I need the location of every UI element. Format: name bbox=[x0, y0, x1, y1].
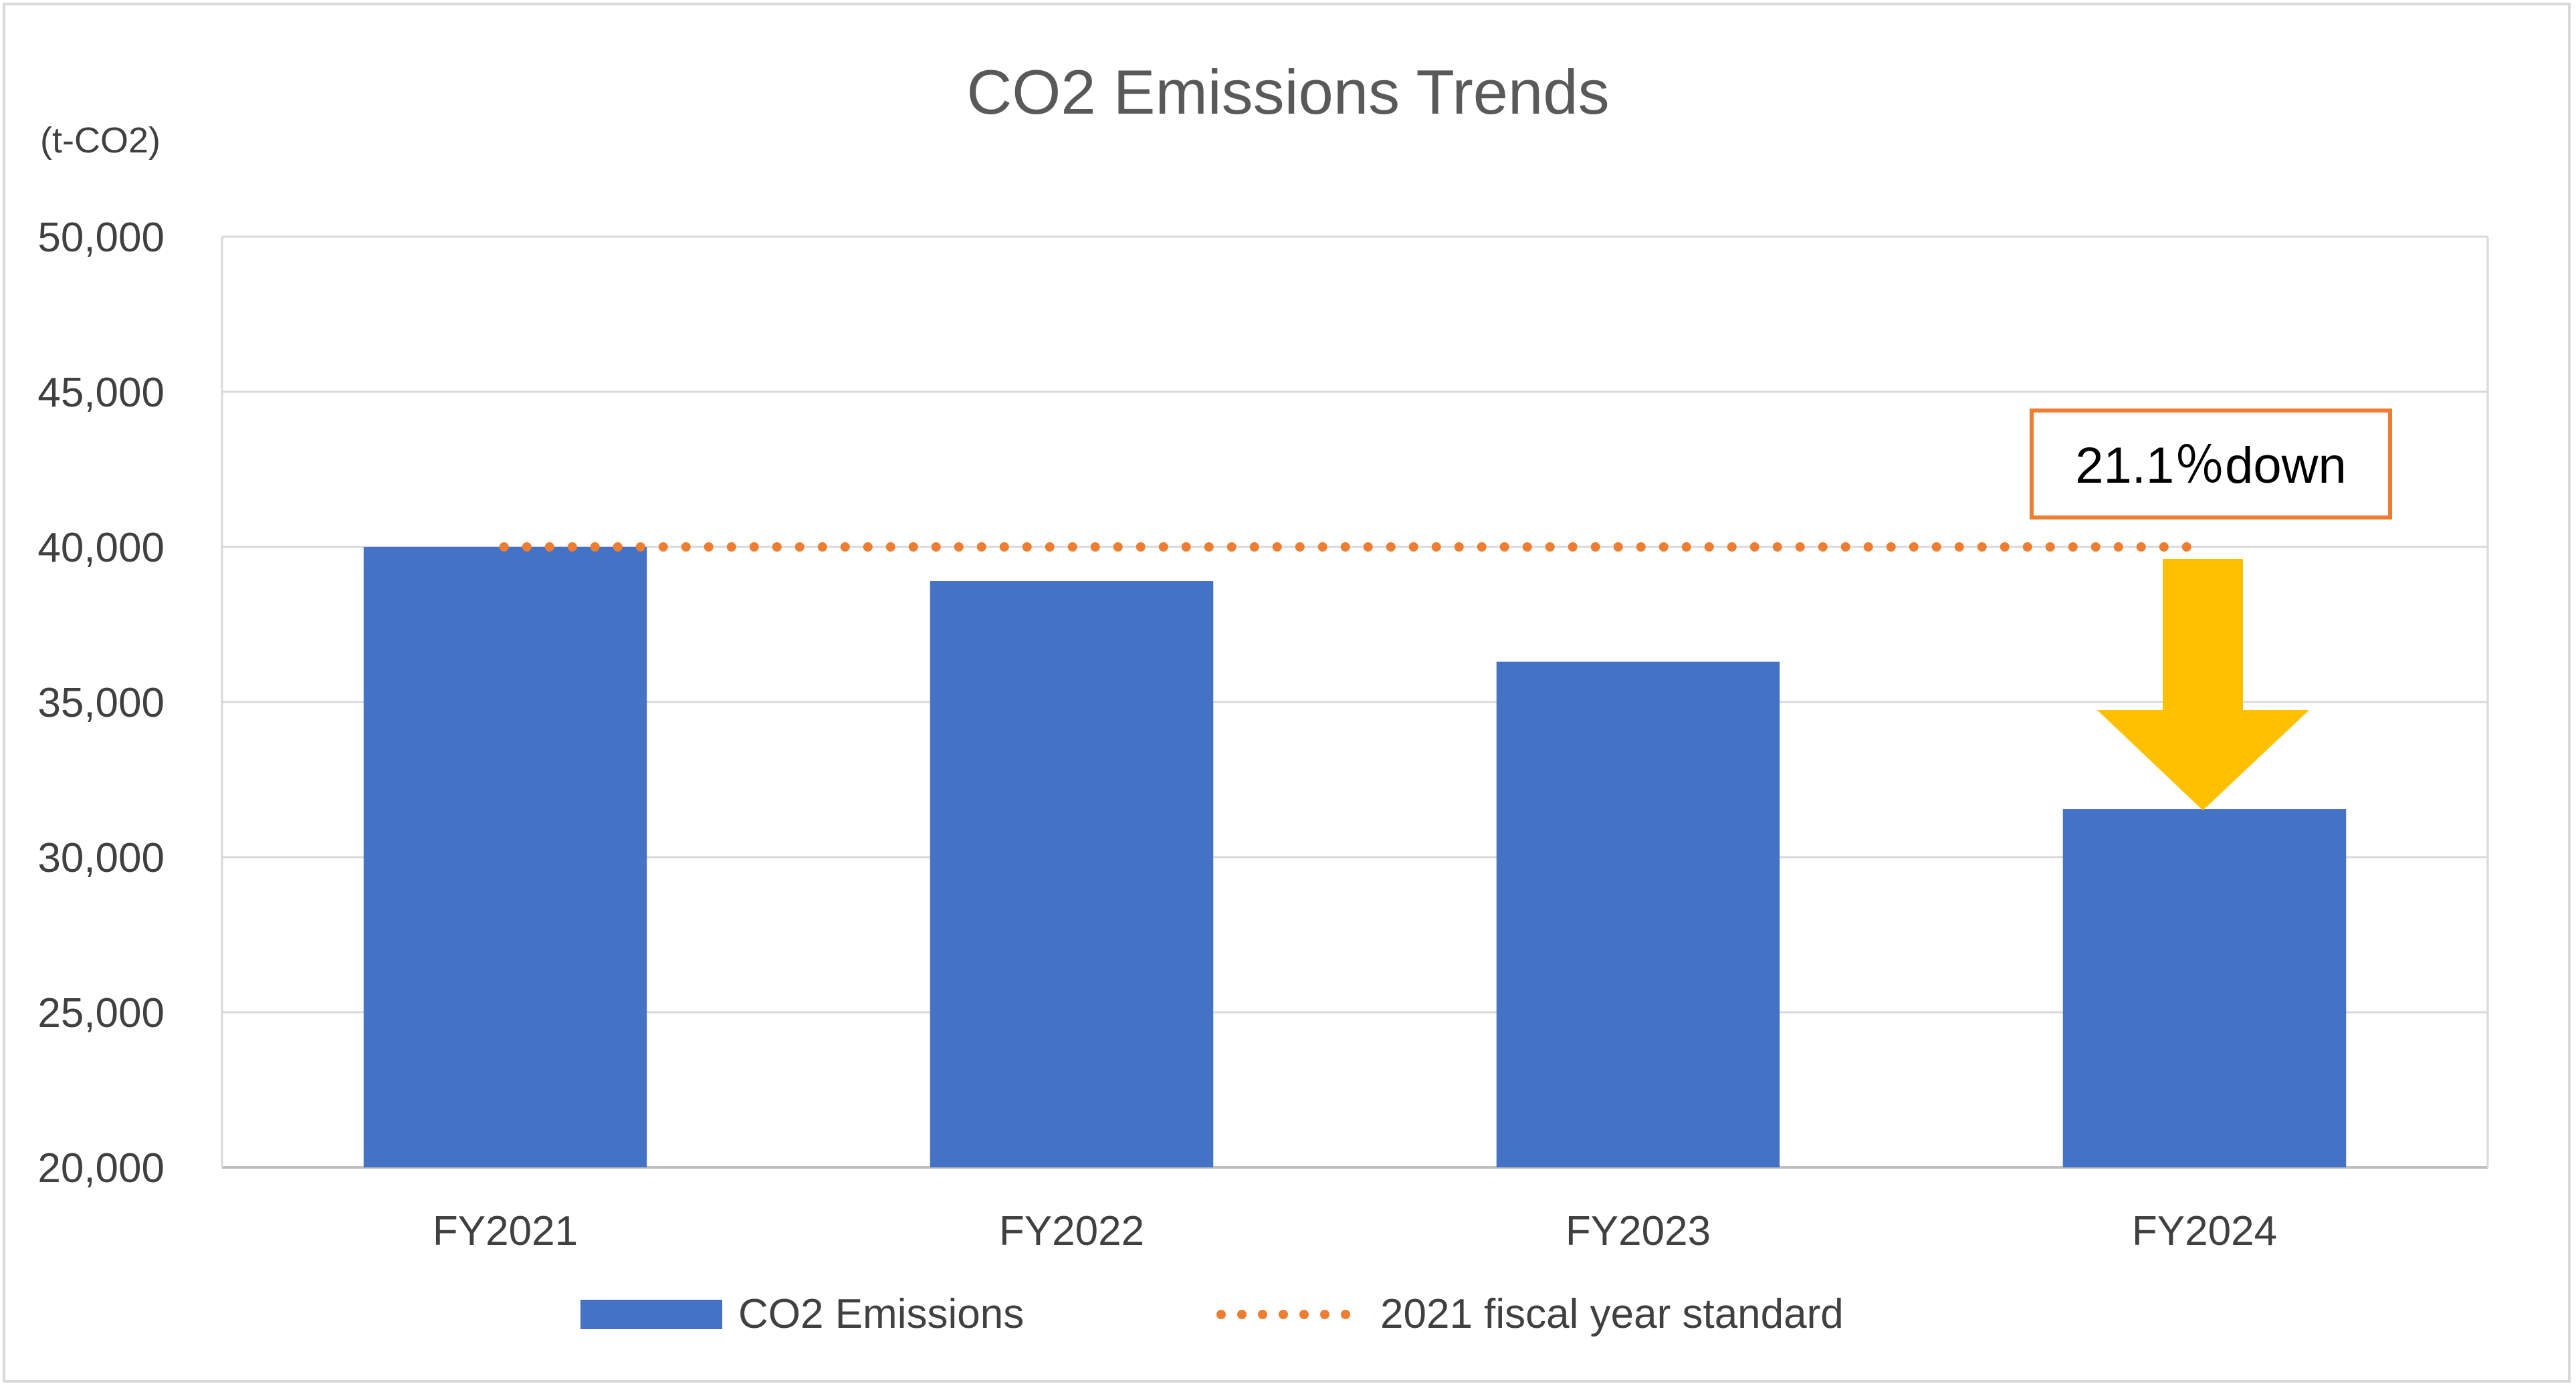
legend-label-co2-emissions: CO2 Emissions bbox=[738, 1291, 1024, 1337]
callout: 21.1％down bbox=[2030, 409, 2392, 810]
y-tick-label: 35,000 bbox=[37, 680, 165, 726]
chart-title: CO2 Emissions Trends bbox=[966, 57, 1609, 127]
down-arrow-icon bbox=[2097, 559, 2309, 810]
y-tick-label: 50,000 bbox=[37, 215, 165, 261]
x-tick-label: FY2023 bbox=[1566, 1208, 1711, 1254]
callout-text: 21.1％down bbox=[2075, 437, 2347, 494]
y-tick-label: 40,000 bbox=[37, 525, 165, 571]
x-tick-label: FY2024 bbox=[2132, 1208, 2277, 1254]
x-tick-label: FY2021 bbox=[433, 1208, 578, 1254]
legend: CO2 Emissions 2021 fiscal year standard bbox=[580, 1291, 1844, 1337]
y-tick-label: 30,000 bbox=[37, 835, 165, 881]
bars bbox=[363, 547, 2347, 1167]
y-axis-unit-label: (t-CO2) bbox=[40, 120, 160, 160]
legend-label-reference-line: 2021 fiscal year standard bbox=[1380, 1291, 1844, 1337]
bar-fy2023 bbox=[1496, 661, 1780, 1167]
y-tick-label: 45,000 bbox=[37, 370, 165, 416]
bar-fy2021 bbox=[363, 547, 647, 1167]
legend-swatch-co2-emissions bbox=[580, 1300, 722, 1329]
x-axis-ticks: FY2021 FY2022 FY2023 FY2024 bbox=[433, 1208, 2277, 1254]
bar-fy2024 bbox=[2062, 809, 2347, 1167]
x-tick-label: FY2022 bbox=[999, 1208, 1144, 1254]
y-axis-ticks: 50,000 45,000 40,000 35,000 30,000 25,000 20,0… bbox=[37, 215, 165, 1191]
y-tick-label: 20,000 bbox=[37, 1145, 165, 1191]
callout-box bbox=[2030, 409, 2392, 519]
bar-fy2022 bbox=[930, 581, 1214, 1167]
y-tick-label: 25,000 bbox=[37, 990, 165, 1036]
